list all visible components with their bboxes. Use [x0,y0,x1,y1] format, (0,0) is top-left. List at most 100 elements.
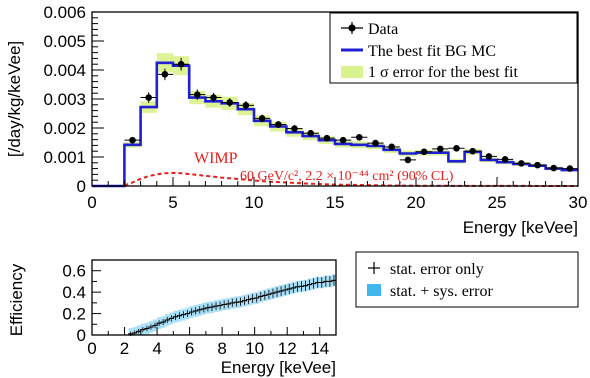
y-tick-label: 0 [77,177,86,196]
data-point [416,148,433,156]
bottom-plot-frame [91,259,337,336]
data-point [561,165,578,172]
data-point [399,156,416,164]
x-tick-label: 15 [326,193,345,212]
data-point-marker [388,143,396,151]
x-tick-label: 2 [120,339,129,358]
top-x-axis-ticks: 0 5 10 15 20 25 30 [87,177,587,212]
y-tick-label: 0.006 [43,3,86,22]
data-point-marker [550,164,557,172]
x-tick-label: 25 [488,193,507,212]
best-fit-bg-mc-curve [92,61,578,188]
bottom-x-axis-ticks: 0 2 4 6 8 10 12 14 [87,327,337,358]
y-tick-label: 0.4 [62,283,86,302]
bottom-legend: stat. error only stat. + sys. error [355,251,579,308]
data-point [221,98,238,107]
data-point-marker [307,129,315,137]
efficiency-panel: 0 2 4 6 8 10 12 14 00.20.40.6 Energy [keVee] Ef… [7,251,579,377]
data-point-marker [129,136,136,144]
best-fit-step-line [92,61,578,188]
data-point-marker [194,91,201,98]
data-point [156,68,173,81]
data-point-marker [275,121,282,128]
data-point [302,129,319,137]
top-legend: Data The best fit BG MC 1 σ error for th… [329,12,578,84]
x-tick-label: 20 [407,193,426,212]
legend-label-error-band: 1 σ error for the best fit [368,64,518,81]
data-point [497,156,514,163]
data-point-marker [453,145,460,152]
data-point-marker [420,148,428,156]
data-point [270,121,287,128]
legend-error-band-swatch [341,66,363,78]
data-point [124,136,141,144]
x-tick-label: 12 [278,339,297,358]
data-point-marker [242,102,250,109]
data-point-marker [404,156,412,164]
bottom-y-axis-ticks: 0 0.2 0.4 0.6 [62,259,101,345]
data-point-marker [177,60,185,68]
data-point-marker [210,94,217,101]
top-y-axis-ticks: 0 0.001 0.002 0.003 0.004 0.005 0.006 [43,3,104,196]
x-tick-label: 14 [310,339,329,358]
bottom-y-axis-label: Efficiency [7,263,26,336]
data-point [189,89,206,100]
legend-label-best-fit: The best fit BG MC [368,43,496,60]
data-point-marker [323,134,331,142]
data-point-marker [339,136,347,144]
bottom-x-axis-label: Energy [keVee] [221,358,336,377]
legend-label-stat: stat. error only [390,261,484,278]
data-point [513,160,530,167]
y-tick-label: 0.6 [62,262,86,281]
x-tick-label: 6 [185,339,194,358]
data-point [464,147,481,155]
x-tick-label: 5 [168,193,177,212]
y-tick-label: 0.001 [43,148,86,167]
top-x-axis-label: Energy [keVee] [463,218,578,237]
data-point-marker [566,165,574,172]
data-point-marker [518,160,525,167]
x-tick-label: 30 [569,193,588,212]
y-tick-label: 0.2 [62,305,86,324]
legend-data-marker [341,22,363,34]
wimp-label: WIMP [194,150,238,167]
data-point [529,161,546,169]
data-point-marker [485,153,493,160]
y-tick-label: 0.003 [43,90,86,109]
data-point-marker [356,133,363,141]
efficiency-step-line [128,279,336,335]
data-point [254,114,271,123]
data-point-marker [534,161,541,169]
data-point [480,153,497,160]
data-point-marker [469,147,477,155]
data-point-marker [291,125,298,132]
bottom-legend-box [355,251,579,308]
x-tick-label: 0 [87,193,96,212]
x-tick-label: 8 [217,339,226,358]
data-point-marker [258,115,266,122]
data-point-marker [437,145,444,153]
legend-label-data: Data [368,21,398,38]
top-legend-box [329,12,578,84]
data-point [351,133,368,141]
data-point [237,101,254,110]
data-point [173,57,190,71]
y-tick-label: 0.004 [43,61,86,80]
data-point-marker [226,99,233,106]
data-point [545,164,562,172]
data-point [448,145,465,152]
data-point-marker [145,94,152,101]
x-tick-label: 0 [87,339,96,358]
y-tick-label: 0.005 [43,32,86,51]
data-point [367,139,384,147]
x-tick-label: 4 [152,339,161,358]
data-point-marker [501,156,509,163]
data-point [432,145,449,153]
data-point [335,136,352,144]
data-point [205,92,222,103]
x-tick-label: 10 [245,339,264,358]
legend-sys-swatch [367,284,381,296]
data-point-marker [161,71,169,78]
y-tick-label: 0 [77,326,86,345]
